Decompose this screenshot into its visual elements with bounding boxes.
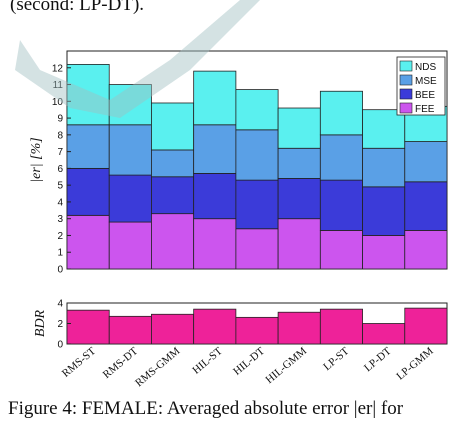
main-bars (66, 64, 448, 270)
legend-label-mse: MSE (415, 76, 437, 87)
bar-bee-lp-dt (362, 186, 406, 236)
bar-bee-hil-gmm (277, 178, 321, 220)
legend-label-bee: BEE (415, 90, 435, 101)
bar-fee-lp-dt (362, 235, 406, 270)
x-tick-label: LP-DT (362, 345, 394, 374)
y-tick-label: 12 (52, 63, 64, 74)
bar-fee-hil-gmm (277, 218, 321, 270)
y-tick-label: 11 (53, 80, 64, 91)
legend-swatch-mse (399, 74, 413, 86)
main-y-axis-label: |er| [%] (29, 137, 44, 182)
bdr-bars (66, 307, 448, 345)
bdr-y-axis-label: BDR (33, 309, 48, 337)
bar-mse-lp-st (319, 134, 363, 181)
y-tick-label: 2 (57, 231, 63, 242)
y-tick-label: 0 (57, 265, 63, 276)
bar-fee-lp-gmm (404, 230, 448, 270)
bdr-y-ticks: 0 2 4 (57, 299, 71, 351)
bar-fee-hil-dt (235, 228, 279, 270)
bar-nds-hil-gmm (277, 107, 321, 149)
legend-swatch-nds (399, 60, 413, 72)
bdr-y-tick-label: 4 (57, 299, 63, 310)
y-tick-label: 5 (57, 181, 63, 192)
y-tick-label: 1 (57, 248, 63, 259)
caption-bottom: Figure 4: FEMALE: Averaged absolute erro… (8, 398, 404, 419)
bar-fee-rms-dt (108, 221, 152, 270)
bar-mse-rms-dt (108, 124, 152, 176)
x-tick-label: HIL-ST (190, 345, 225, 377)
y-tick-label: 9 (57, 114, 63, 125)
bar-mse-rms-gmm (151, 149, 195, 178)
bdr-bar-rms-dt (108, 315, 152, 345)
legend-swatch-fee (399, 102, 413, 114)
bdr-bar-lp-gmm (404, 307, 448, 345)
caption-top: (second: LP-DT). (10, 0, 145, 15)
bdr-y-tick-label: 2 (57, 319, 63, 330)
x-tick-label: RMS-GMM (133, 345, 183, 389)
legend-label-nds: NDS (415, 62, 436, 73)
bar-nds-lp-st (319, 90, 363, 136)
y-tick-label: 6 (57, 164, 63, 175)
bdr-y-tick-label: 0 (57, 340, 63, 351)
x-tick-label: LP-GMM (394, 345, 436, 383)
bar-mse-hil-gmm (277, 147, 321, 179)
legend-label-fee: FEE (415, 104, 435, 115)
x-tick-label: HIL-GMM (264, 345, 310, 386)
y-tick-label: 10 (52, 97, 64, 108)
bdr-bar-hil-st (193, 308, 237, 345)
bdr-bar-lp-st (319, 308, 363, 345)
bar-nds-rms-st (66, 64, 110, 126)
bar-fee-rms-st (66, 214, 110, 270)
bdr-bar-rms-st (66, 309, 110, 345)
bar-mse-lp-gmm (404, 141, 448, 183)
x-tick-label: RMS-ST (60, 345, 98, 380)
bdr-bar-lp-dt (362, 323, 406, 345)
bdr-bar-rms-gmm (151, 313, 195, 345)
bar-bee-hil-dt (235, 179, 279, 230)
watermark-stroke (15, 0, 260, 118)
bdr-bar-hil-dt (235, 316, 279, 345)
bar-bee-rms-st (66, 167, 110, 216)
bar-mse-rms-st (66, 124, 110, 169)
x-tick-label: LP-ST (321, 345, 351, 373)
bar-bee-rms-dt (108, 174, 152, 223)
bar-bee-lp-st (319, 179, 363, 231)
legend-swatch-bee (399, 88, 413, 100)
y-tick-label: 8 (57, 130, 63, 141)
bar-nds-hil-dt (235, 89, 279, 131)
bar-mse-lp-dt (362, 147, 406, 188)
bar-bee-hil-st (193, 173, 237, 220)
bar-nds-rms-gmm (151, 102, 195, 151)
x-tick-label: RMS-DT (101, 345, 141, 381)
y-tick-label: 7 (57, 147, 63, 158)
bar-nds-hil-st (193, 70, 237, 126)
bar-bee-rms-gmm (151, 176, 195, 215)
legend: NDS MSE BEE FEE (396, 56, 446, 116)
bdr-bar-hil-gmm (277, 311, 321, 345)
bar-bee-lp-gmm (404, 181, 448, 231)
bar-fee-hil-st (193, 218, 237, 270)
bar-nds-lp-dt (362, 109, 406, 149)
x-tick-label: HIL-DT (231, 345, 267, 378)
bar-fee-lp-st (319, 230, 363, 270)
y-tick-label: 4 (57, 197, 63, 208)
bar-mse-hil-dt (235, 129, 279, 181)
y-tick-label: 3 (57, 214, 63, 225)
bar-mse-hil-st (193, 124, 237, 174)
bar-nds-rms-dt (108, 84, 152, 126)
bar-fee-rms-gmm (151, 213, 195, 270)
